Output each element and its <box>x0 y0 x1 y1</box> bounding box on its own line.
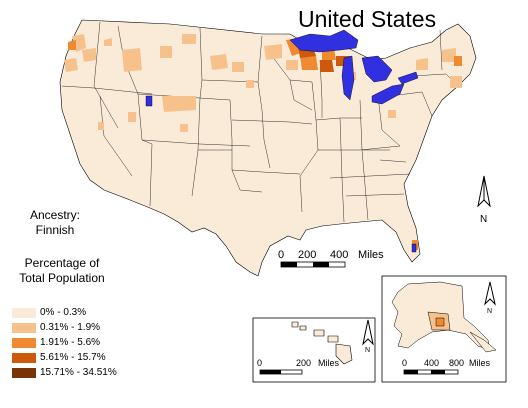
north-arrow-conus <box>477 175 491 208</box>
alaska-landmass <box>391 281 497 353</box>
north-label-alaska: N <box>487 308 492 315</box>
legend-swatch <box>12 323 36 333</box>
legend-label: 1.91% - 5.6% <box>40 337 101 348</box>
scalebar-alaska-tick-2: 800 <box>449 358 464 368</box>
north-label-hawaii: N <box>365 347 370 354</box>
measure-line-2: Total Population <box>19 271 105 285</box>
legend-label: 0.31% - 1.9% <box>40 322 101 333</box>
scalebar-alaska-unit: Miles <box>469 358 491 368</box>
scalebar-conus-tick-2: 400 <box>330 249 348 261</box>
legend-swatch <box>12 338 36 348</box>
legend-label: 15.71% - 34.51% <box>40 367 117 378</box>
legend-label: 0% - 0.3% <box>40 307 87 318</box>
scalebar-conus-tick-1: 200 <box>298 249 316 261</box>
scalebar-hawaii <box>259 369 303 375</box>
ancestry-line-1: Ancestry: <box>29 208 80 222</box>
ancestry-caption: Ancestry: Finnish <box>18 208 92 238</box>
scalebar-conus-unit: Miles <box>358 249 384 261</box>
legend-swatch <box>12 368 36 378</box>
legend-label: 5.61% - 15.7% <box>40 352 106 363</box>
scalebar-alaska-tick-1: 400 <box>424 358 439 368</box>
scalebar-hawaii-unit: Miles <box>318 358 340 368</box>
state-boundaries <box>61 21 457 223</box>
measure-line-1: Percentage of <box>24 256 100 270</box>
north-label-conus: N <box>480 214 487 225</box>
scalebar-hawaii-tick-1: 200 <box>296 358 311 368</box>
conus-landmass <box>59 19 477 277</box>
scalebar-conus <box>280 261 346 268</box>
hawaii-islands <box>291 321 353 365</box>
great-lakes <box>145 29 419 253</box>
map-title: United States <box>298 6 437 32</box>
legend-swatch <box>12 308 36 318</box>
measure-caption: Percentage of Total Population <box>14 256 110 286</box>
scalebar-hawaii-tick-0: 0 <box>257 358 262 368</box>
scalebar-alaska <box>403 369 459 375</box>
legend-swatch <box>12 353 36 363</box>
scalebar-conus-tick-0: 0 <box>278 249 284 261</box>
scalebar-alaska-tick-0: 0 <box>402 358 407 368</box>
ancestry-line-2: Finnish <box>35 223 75 237</box>
north-arrow-alaska <box>484 281 496 306</box>
north-arrow-hawaii <box>362 319 374 346</box>
